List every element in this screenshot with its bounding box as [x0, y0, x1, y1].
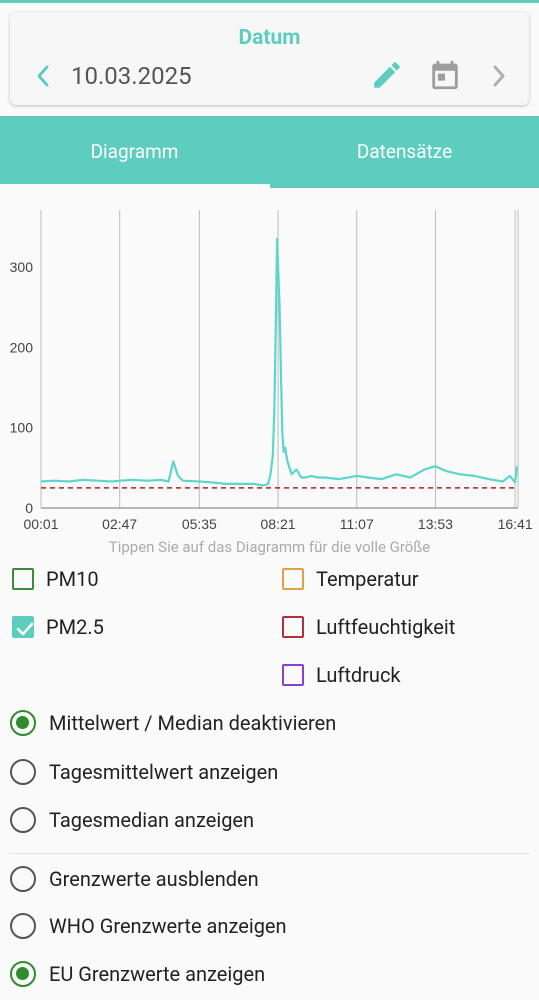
chevron-right-icon[interactable]: [488, 62, 510, 90]
checkbox-box-checked[interactable]: [12, 616, 34, 638]
radio-label: Grenzwerte ausblenden: [49, 867, 259, 891]
checkbox-box[interactable]: [12, 568, 34, 590]
checkbox-luftdruck[interactable]: Luftdruck: [282, 663, 401, 687]
radio-label: WHO Grenzwerte anzeigen: [49, 914, 287, 938]
radio-label: Tagesmittelwert anzeigen: [49, 760, 279, 784]
pencil-icon[interactable]: [370, 58, 404, 92]
radio-tagesmittelwert[interactable]: Tagesmittelwert anzeigen: [10, 759, 278, 785]
x-tick-label: 08:21: [261, 516, 296, 532]
x-tick-label: 16:41: [498, 516, 533, 532]
divider: [10, 853, 529, 854]
x-tick-label: 00:01: [23, 516, 58, 532]
checkbox-label: Temperatur: [316, 567, 419, 591]
radio-label: EU Grenzwerte anzeigen: [49, 962, 266, 986]
chart-hint: Tippen Sie auf das Diagramm für die voll…: [108, 538, 431, 556]
radio-eu-grenzwerte[interactable]: EU Grenzwerte anzeigen: [10, 961, 265, 987]
tab-datensaetze[interactable]: Datensätze: [356, 140, 453, 163]
radio-grenzwerte-ausblenden[interactable]: Grenzwerte ausblenden: [10, 866, 259, 892]
radio-button[interactable]: [10, 759, 36, 785]
radio-button-selected[interactable]: [10, 961, 36, 987]
radio-label: Tagesmedian anzeigen: [49, 808, 255, 832]
checkbox-pm10[interactable]: PM10: [12, 567, 99, 591]
active-tab-indicator: [0, 184, 270, 188]
checkbox-luftfeuchtigkeit[interactable]: Luftfeuchtigkeit: [282, 615, 455, 639]
y-tick-label: 300: [10, 259, 34, 275]
checkbox-box[interactable]: [282, 568, 304, 590]
checkbox-label: PM2.5: [46, 615, 104, 639]
date-card: Datum 10.03.2025: [10, 12, 529, 105]
radio-button[interactable]: [10, 807, 36, 833]
checkbox-label: Luftfeuchtigkeit: [316, 615, 456, 639]
radio-label: Mittelwert / Median deaktivieren: [49, 711, 337, 735]
checkbox-pm25[interactable]: PM2.5: [12, 615, 104, 639]
pm25-series-line: [40, 237, 519, 487]
calendar-icon[interactable]: [428, 58, 462, 92]
x-tick-label: 05:35: [182, 516, 217, 532]
radio-button[interactable]: [10, 866, 36, 892]
date-label: Datum: [238, 26, 301, 50]
y-tick-label: 200: [10, 339, 34, 355]
radio-tagesmedian[interactable]: Tagesmedian anzeigen: [10, 807, 254, 833]
radio-button[interactable]: [10, 913, 36, 939]
top-accent-line: [0, 0, 539, 3]
x-tick-label: 11:07: [340, 516, 374, 532]
checkbox-temperatur[interactable]: Temperatur: [282, 567, 419, 591]
checkbox-box[interactable]: [282, 616, 304, 638]
radio-mittelwert-deaktivieren[interactable]: Mittelwert / Median deaktivieren: [10, 710, 336, 736]
tab-bar: Diagramm Datensätze: [0, 116, 539, 188]
tab-diagramm[interactable]: Diagramm: [90, 140, 179, 163]
x-tick-label: 02:47: [102, 516, 137, 532]
checkbox-label: PM10: [46, 567, 99, 591]
pm-line-chart[interactable]: 00:01 02:47 05:35 08:21 11:07 13:53 16:41 0 100 2…: [0, 200, 539, 540]
date-value[interactable]: 10.03.2025: [71, 62, 192, 90]
radio-who-grenzwerte[interactable]: WHO Grenzwerte anzeigen: [10, 913, 287, 939]
checkbox-box[interactable]: [282, 664, 304, 686]
y-tick-label: 100: [10, 420, 34, 436]
x-tick-label: 13:53: [418, 516, 453, 532]
chevron-left-icon[interactable]: [32, 62, 54, 90]
radio-button-selected[interactable]: [10, 710, 36, 736]
check-icon: [16, 622, 34, 636]
y-tick-label: 0: [25, 500, 33, 516]
checkbox-label: Luftdruck: [316, 663, 401, 687]
